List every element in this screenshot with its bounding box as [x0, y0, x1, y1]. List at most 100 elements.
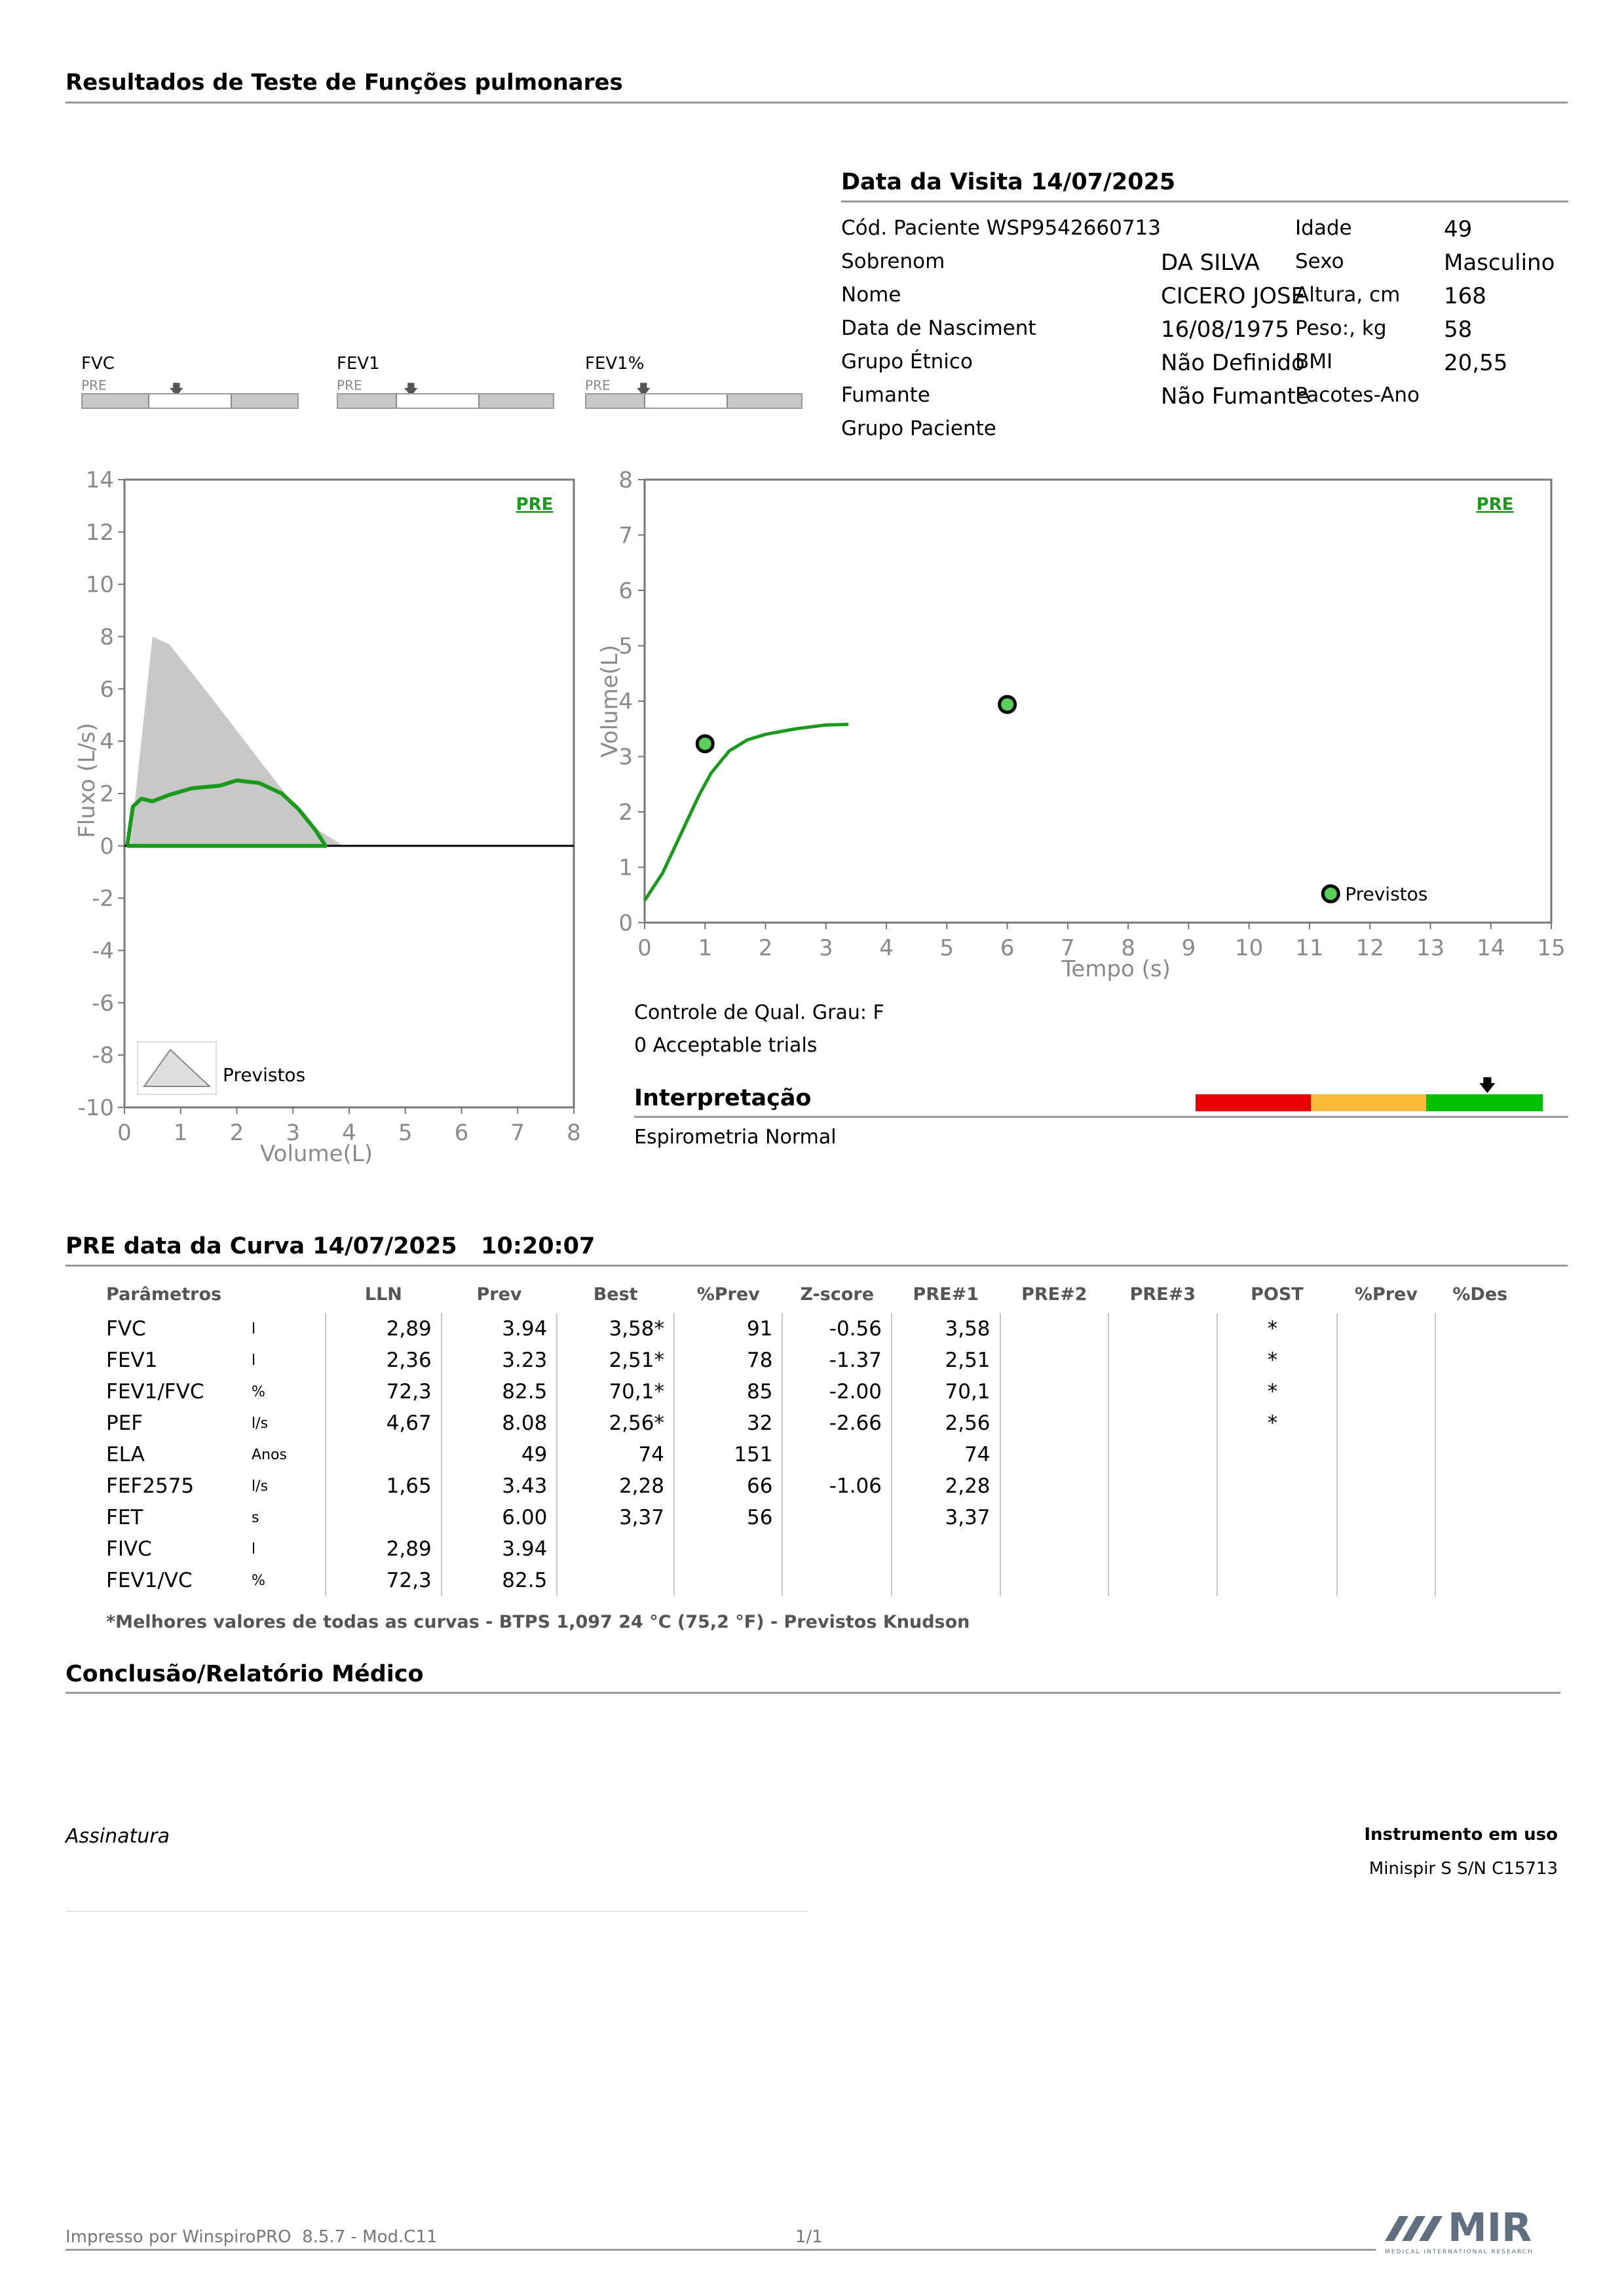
right-label: Idade — [1295, 216, 1352, 240]
pre-curve — [643, 722, 849, 902]
x-tick-label: 7 — [510, 1120, 525, 1146]
parameter-value — [1000, 1565, 1110, 1596]
results-footnote: *Melhores valores de todas as curvas - B… — [106, 1612, 970, 1632]
parameter-value: 66 — [673, 1470, 784, 1502]
parameter-value — [782, 1439, 893, 1470]
y-tick-label: 8 — [618, 467, 633, 493]
results-title: PRE data da Curva 14/07/2025 10:20:07 — [66, 1233, 595, 1259]
parameter-value: 2,89 — [326, 1313, 442, 1345]
parameter-value: 2,36 — [326, 1345, 442, 1376]
parameter-value: 85 — [673, 1376, 784, 1407]
table-row: FEV1/FVC% 72,3 82.5 70,1* 85 -2.00 70,1 * — [106, 1376, 1525, 1407]
parameter-value — [1108, 1565, 1218, 1596]
left-label: Nome — [841, 283, 901, 307]
right-row: Sexo Masculino — [1295, 250, 1568, 283]
x-tick-label: 2 — [759, 935, 773, 961]
right-value: 49 — [1444, 216, 1473, 242]
left-value: Não Definido — [1161, 350, 1305, 376]
parameter-value: 78 — [673, 1345, 784, 1376]
results-header: Best — [593, 1284, 638, 1305]
mir-logo-text: MIR — [1448, 2205, 1532, 2251]
x-tick-label: 6 — [455, 1120, 469, 1146]
right-row: Pacotes-Ano — [1295, 383, 1568, 417]
right-value: 168 — [1444, 283, 1486, 309]
fev1pct-mini-label: FEV1% — [585, 354, 645, 373]
results-header: PRE#2 — [1021, 1284, 1087, 1305]
left-value: DA SILVA — [1161, 250, 1260, 276]
parameter-value — [1108, 1502, 1218, 1533]
fev1pct-mini-tag: PRE — [585, 377, 611, 393]
y-tick-label: 2 — [618, 799, 633, 826]
parameter-value: 32 — [673, 1407, 784, 1439]
x-tick-label: 6 — [1000, 935, 1015, 961]
fvc-mini-track — [81, 393, 299, 409]
x-tick-label: 13 — [1416, 935, 1445, 961]
parameter-value: -2.00 — [782, 1376, 893, 1407]
parameter-value — [1000, 1407, 1110, 1439]
parameter-value: 3.94 — [441, 1313, 558, 1345]
parameter-value: -0.56 — [782, 1313, 893, 1345]
parameter-value — [673, 1533, 784, 1565]
parameter-value: -1.06 — [782, 1470, 893, 1502]
patient-info-right: Idade 49 Sexo Masculino Altura, cm 168 Peso:, … — [1295, 216, 1568, 417]
right-label: Altura, cm — [1295, 283, 1401, 307]
x-tick-label: 8 — [567, 1120, 581, 1146]
y-tick-label: 1 — [618, 855, 633, 881]
parameter-value — [1108, 1345, 1218, 1376]
parameter-value: 82.5 — [441, 1565, 558, 1596]
footer-divider — [66, 2249, 1376, 2251]
fev1-mini-label: FEV1 — [337, 354, 380, 373]
patient-info-left: Cód. Paciente WSP9542660713 Sobrenom DA SI… — [841, 216, 1416, 450]
x-tick-label: 14 — [1477, 935, 1505, 961]
left-value: Não Fumante — [1161, 383, 1310, 410]
y-tick-label: -8 — [92, 1043, 114, 1069]
results-header: %Des — [1452, 1284, 1508, 1305]
fvc-mini-label: FVC — [81, 354, 115, 373]
parameter-name: FEV1/FVC — [106, 1380, 204, 1404]
parameter-value: 8.08 — [441, 1407, 558, 1439]
parameter-unit: l/s — [252, 1407, 327, 1439]
fev1-mini-window — [396, 394, 480, 408]
conclusion-divider — [66, 1692, 1560, 1694]
signature-label: Assinatura — [66, 1825, 170, 1848]
parameter-value: 70,1 — [892, 1376, 1001, 1407]
fvc-mini-tag: PRE — [81, 377, 107, 393]
parameter-value — [1435, 1439, 1525, 1470]
y-tick-label: 6 — [618, 578, 633, 604]
parameter-value — [1217, 1533, 1338, 1565]
parameter-name: FEF2575 — [106, 1474, 195, 1498]
y-tick-label: 8 — [100, 624, 114, 651]
parameter-value — [1000, 1345, 1110, 1376]
parameter-value — [1435, 1313, 1525, 1345]
right-row: Idade 49 — [1295, 216, 1568, 250]
left-label: Grupo Étnico — [841, 350, 973, 373]
table-row: PEF l/s 4,67 8.08 2,56* 32 -2.66 2,56 * — [106, 1407, 1525, 1439]
parameter-value — [1337, 1439, 1436, 1470]
parameter-value: 3,37 — [557, 1502, 675, 1533]
signature-line — [66, 1911, 807, 1912]
y-tick-label: 14 — [86, 467, 114, 493]
parameter-name: ELA — [106, 1443, 145, 1466]
parameter-value — [1337, 1376, 1436, 1407]
parameter-value — [1435, 1407, 1525, 1439]
y-tick-label: 4 — [618, 689, 633, 715]
results-header: Prev — [476, 1284, 522, 1305]
x-tick-label: 0 — [117, 1120, 132, 1146]
predicted-point — [695, 734, 715, 754]
y-tick-label: -4 — [92, 938, 114, 965]
parameter-value — [782, 1502, 893, 1533]
parameter-value: 3.94 — [441, 1533, 558, 1565]
results-header: POST — [1251, 1284, 1304, 1305]
results-header: PRE#1 — [913, 1284, 979, 1305]
results-header — [252, 1275, 326, 1313]
table-row: ELA Anos 49 74 151 74 — [106, 1439, 1525, 1470]
parameter-value — [1108, 1376, 1218, 1407]
header-divider — [66, 102, 1568, 104]
parameter-value: 2,51 — [892, 1345, 1001, 1376]
parameter-unit: l — [252, 1345, 327, 1376]
y-axis-label: Fluxo (L/s) — [74, 723, 100, 838]
fev1pct-mini-window — [644, 394, 728, 408]
parameter-value: 3.43 — [441, 1470, 558, 1502]
parameter-value: 72,3 — [326, 1565, 442, 1596]
